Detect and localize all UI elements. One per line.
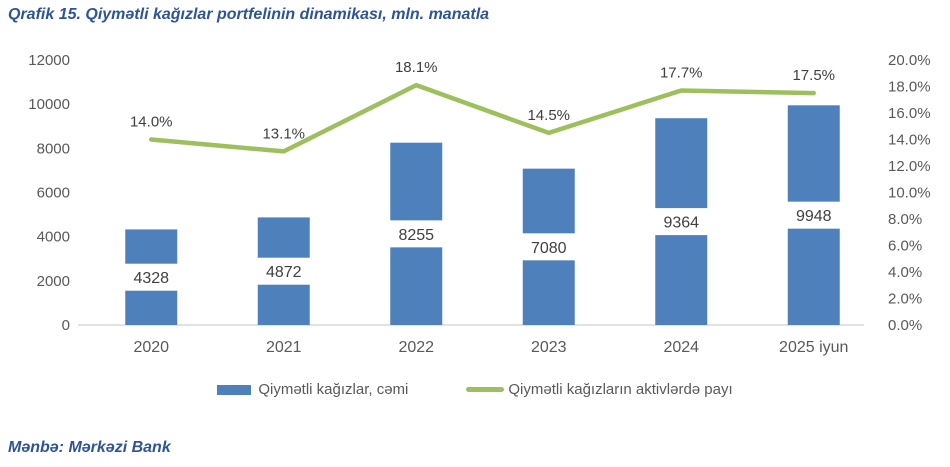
left-axis-tick: 0 [62, 317, 70, 334]
legend-label-bars: Qiymətli kağızlar, cəmi [258, 381, 409, 398]
x-axis-label: 2020 [133, 339, 169, 356]
right-axis-tick: 6.0% [888, 238, 922, 255]
left-axis-tick: 2000 [37, 273, 70, 290]
bar-value-box [652, 208, 711, 236]
x-axis-label: 2024 [663, 339, 699, 356]
legend-label-line: Qiymətli kağızların aktivlərdə payı [508, 381, 733, 398]
x-axis-label: 2021 [266, 339, 302, 356]
bar-value-box [784, 201, 843, 229]
right-axis-tick: 10.0% [888, 185, 931, 202]
right-axis-tick: 12.0% [888, 158, 931, 175]
x-axis-label: 2025 iyun [779, 339, 848, 356]
bar-value-label: 8255 [398, 227, 434, 244]
legend-item-line[interactable]: Qiymətli kağızların aktivlərdə payı [466, 381, 733, 398]
bar-value-label: 4872 [266, 264, 302, 281]
line-swatch-icon [466, 387, 505, 392]
right-axis-tick: 16.0% [888, 105, 931, 122]
legend-item-bars[interactable]: Qiymətli kağızlar, cəmi [217, 381, 408, 398]
right-axis-tick: 14.0% [888, 132, 931, 149]
source-note: Mənbə: Mərkəzi Bank [8, 439, 171, 456]
line-series[interactable] [149, 82, 816, 154]
bar-value-label: 9364 [663, 215, 699, 232]
line-point-label: 17.7% [660, 64, 703, 81]
bar-value-box [519, 233, 578, 261]
bar-value-box [122, 263, 181, 291]
left-axis-tick: 4000 [37, 229, 70, 246]
line-point-label: 13.1% [262, 125, 305, 142]
legend: Qiymətli kağızlar, cəmi Qiymətli kağızla… [0, 381, 950, 398]
left-axis-tick: 6000 [37, 185, 70, 202]
left-axis-tick: 8000 [37, 140, 70, 157]
x-axis-label: 2023 [531, 339, 567, 356]
right-axis-tick: 0.0% [888, 317, 922, 334]
chart-title: Qrafik 15. Qiymətli kağızlar portfelinin… [8, 6, 490, 23]
bar-value-label: 9948 [796, 208, 832, 225]
left-axis-tick: 10000 [28, 96, 70, 113]
line-point-label: 14.5% [527, 107, 570, 124]
bar-value-label: 7080 [531, 240, 567, 257]
right-axis-tick: 2.0% [888, 291, 922, 308]
bar-value-label: 4328 [133, 270, 169, 287]
left-axis-tick: 12000 [28, 52, 70, 69]
x-axis-label: 2022 [398, 339, 434, 356]
right-axis-tick: 20.0% [888, 52, 931, 69]
bar-swatch-icon [217, 384, 252, 395]
right-axis-tick: 18.0% [888, 79, 931, 96]
right-axis-tick: 8.0% [888, 211, 922, 228]
line-point-label: 17.5% [792, 67, 835, 84]
line-point-label: 18.1% [395, 59, 438, 76]
bar-value-box [254, 257, 313, 285]
line-point-label: 14.0% [130, 114, 173, 131]
right-axis-tick: 4.0% [888, 264, 922, 281]
bar-value-box [387, 220, 446, 248]
combo-chart: 12000 10000 8000 6000 4000 2000 0 20.0% 18.0% 16.… [28, 52, 931, 356]
